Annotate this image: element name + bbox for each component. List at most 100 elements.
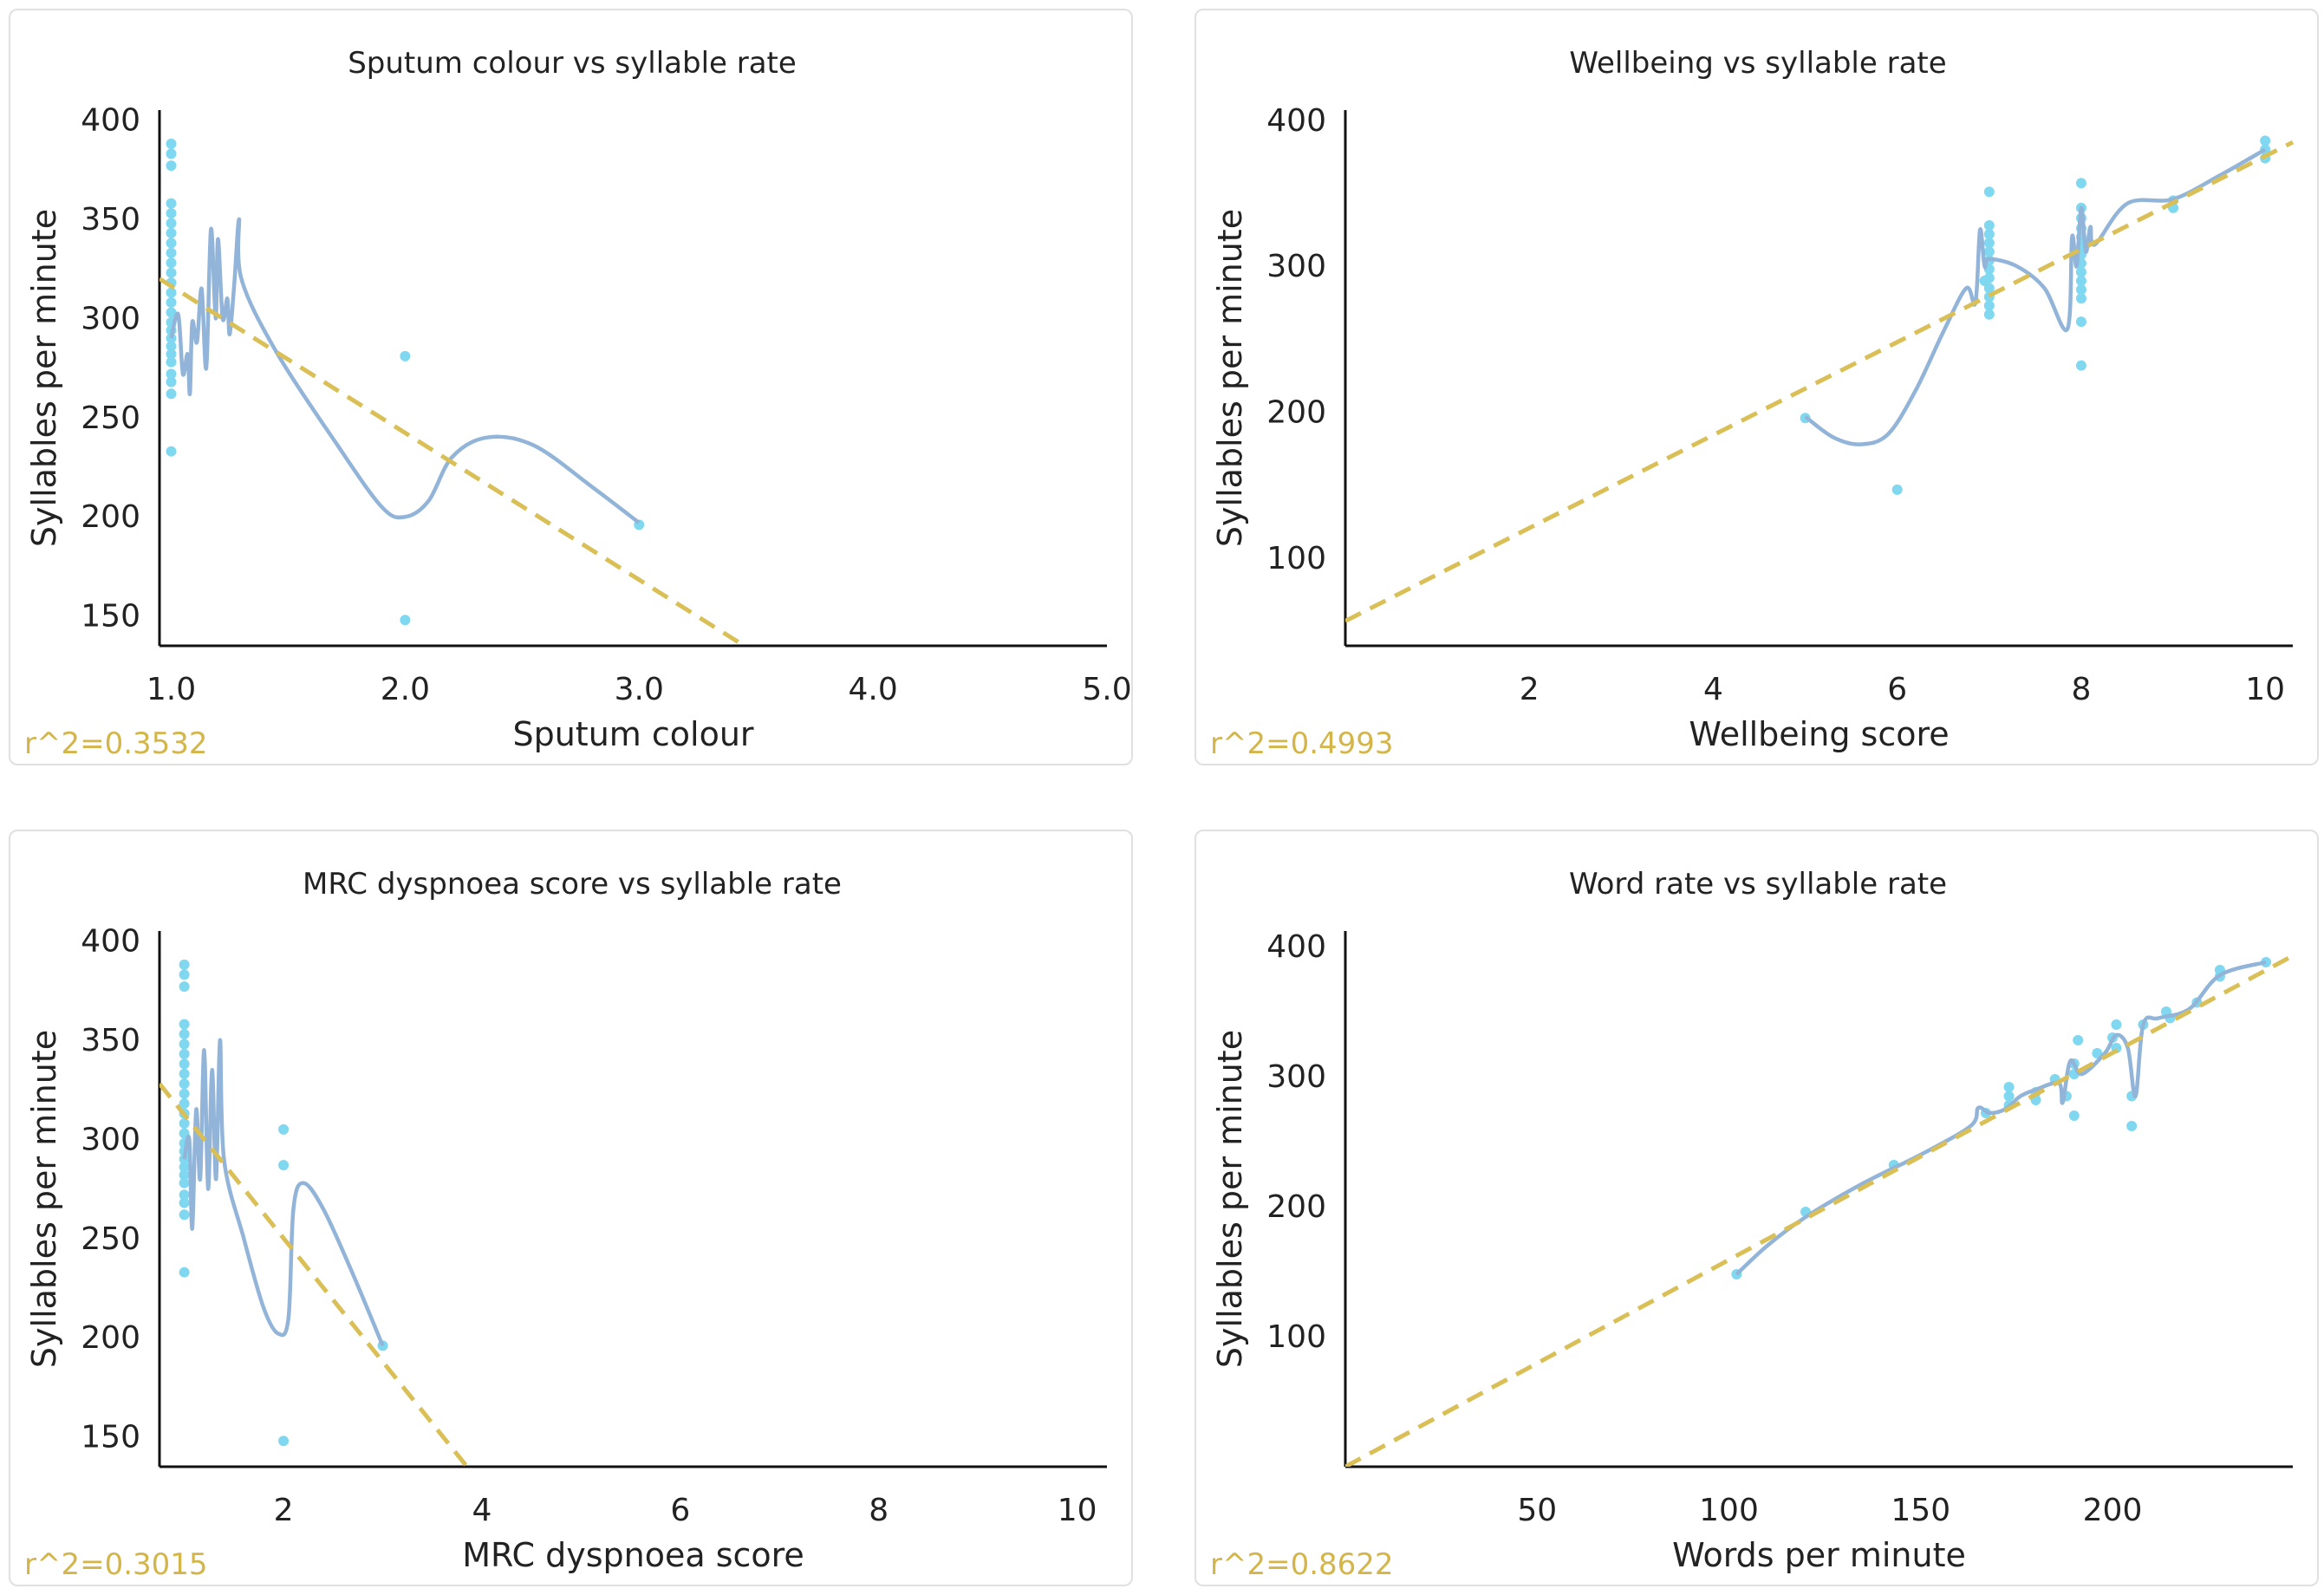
data-point (2003, 1090, 2015, 1102)
trend-line (159, 277, 746, 646)
data-point (278, 1123, 290, 1135)
data-point (400, 350, 411, 361)
data-point (179, 1029, 190, 1040)
y-tick-label: 150 (81, 599, 140, 635)
y-tick-label: 250 (81, 1221, 140, 1257)
r-squared-label: r^2=0.3015 (24, 1547, 208, 1582)
data-point (166, 446, 177, 457)
data-point (1891, 484, 1903, 495)
data-point (2075, 284, 2086, 296)
data-point (166, 148, 177, 160)
data-point (179, 1058, 190, 1070)
smoothed-series-line (1804, 147, 2267, 446)
data-point (2075, 360, 2086, 371)
chart-panel-mrc: MRC dyspnoea score vs syllable rate 150 20… (9, 830, 1133, 1586)
trend-line (1345, 954, 2295, 1467)
x-tick-label: 8 (2071, 672, 2091, 707)
data-point (179, 1189, 190, 1201)
chart-title: Sputum colour vs syllable rate (348, 46, 797, 81)
x-axis-label: Wellbeing score (1689, 715, 1949, 753)
x-tick-label: 2 (1520, 672, 1540, 707)
smoothed-series-line (1735, 960, 2267, 1276)
data-point (179, 959, 190, 970)
y-axis-label: Syllables per minute (25, 1030, 63, 1368)
data-point (1983, 272, 1995, 283)
y-tick-label: 400 (1266, 103, 1326, 139)
data-point (2075, 266, 2086, 277)
x-axis-label: Words per minute (1672, 1536, 1966, 1574)
data-point (179, 1019, 190, 1030)
data-point (166, 341, 177, 352)
data-point (166, 307, 177, 318)
y-tick-label: 400 (81, 102, 140, 138)
y-tick-label: 300 (81, 1122, 140, 1157)
smoothed-series-line (169, 217, 641, 524)
x-tick-label: 3.0 (615, 672, 664, 707)
x-tick-label: 10 (2245, 672, 2285, 707)
y-tick-label: 400 (1266, 929, 1326, 965)
y-axis-label: Syllables per minute (25, 209, 63, 547)
data-point (1983, 229, 1995, 240)
data-point (2260, 135, 2271, 146)
data-point (166, 297, 177, 309)
data-point (1983, 238, 1995, 249)
y-tick-label: 200 (81, 499, 140, 535)
y-tick-label: 400 (81, 923, 140, 959)
y-tick-label: 350 (81, 1023, 140, 1058)
x-tick-label: 6 (1887, 672, 1907, 707)
chart-panel-sputum: Sputum colour vs syllable rate 150 200 250 3… (9, 9, 1133, 765)
data-point (166, 287, 177, 298)
data-point (179, 981, 190, 993)
x-tick-label: 150 (1891, 1493, 1950, 1528)
chart-svg-mrc: MRC dyspnoea score vs syllable rate 150 20… (24, 867, 1107, 1582)
data-point (166, 247, 177, 258)
data-point (179, 1088, 190, 1099)
data-point (400, 615, 411, 626)
data-point (179, 1098, 190, 1110)
data-point (179, 969, 190, 980)
x-tick-label: 4 (472, 1493, 492, 1528)
data-point (166, 368, 177, 380)
y-tick-label: 200 (81, 1320, 140, 1356)
data-point (2111, 1019, 2122, 1030)
y-tick-label: 300 (81, 301, 140, 336)
chart-title: Wellbeing vs syllable rate (1569, 46, 1946, 81)
y-tick-label: 250 (81, 400, 140, 436)
x-tick-label: 50 (1517, 1493, 1557, 1528)
x-tick-label: 5.0 (1082, 672, 1131, 707)
data-point (278, 1436, 290, 1447)
data-point (2003, 1082, 2015, 1092)
data-point (2126, 1121, 2138, 1131)
y-axis-label: Syllables per minute (1211, 1030, 1249, 1368)
r-squared-label: r^2=0.8622 (1210, 1547, 1394, 1582)
y-tick-label: 150 (81, 1420, 140, 1455)
data-point (2092, 1048, 2103, 1058)
y-tick-label: 200 (1266, 1189, 1326, 1225)
y-tick-label: 300 (1266, 249, 1326, 284)
data-point (1983, 186, 1995, 198)
y-tick-label: 200 (1266, 395, 1326, 431)
data-point (2075, 178, 2086, 189)
chart-panel-wellbeing: Wellbeing vs syllable rate 100 200 300 400 2 4… (1195, 9, 2319, 765)
chart-svg-sputum: Sputum colour vs syllable rate 150 200 250 3… (24, 46, 1132, 761)
data-point (166, 238, 177, 249)
data-point (179, 1078, 190, 1090)
data-point (179, 1266, 190, 1278)
x-tick-label: 2.0 (381, 672, 430, 707)
data-point (1983, 309, 1995, 320)
x-tick-label: 8 (869, 1493, 889, 1528)
r-squared-label: r^2=0.4993 (1210, 726, 1394, 761)
data-point (179, 1169, 190, 1181)
r-squared-label: r^2=0.3532 (24, 726, 208, 761)
x-axis-label: MRC dyspnoea score (462, 1536, 804, 1574)
data-point (166, 218, 177, 229)
trend-line (1345, 140, 2295, 623)
data-point (2073, 1035, 2084, 1045)
chart-panel-wordrate: Word rate vs syllable rate 100 200 300 400 50… (1195, 830, 2319, 1586)
x-tick-label: 10 (1058, 1493, 1097, 1528)
data-point (1983, 246, 1995, 257)
y-tick-label: 300 (1266, 1059, 1326, 1095)
data-point (179, 1197, 190, 1208)
x-tick-label: 4.0 (848, 672, 897, 707)
data-point (166, 227, 177, 238)
